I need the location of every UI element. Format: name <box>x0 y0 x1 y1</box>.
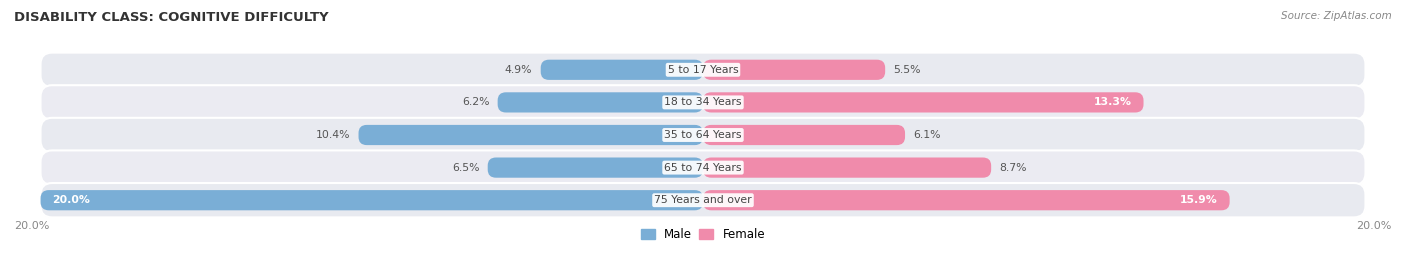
Text: 10.4%: 10.4% <box>316 130 350 140</box>
Text: 6.1%: 6.1% <box>914 130 941 140</box>
Text: 35 to 64 Years: 35 to 64 Years <box>664 130 742 140</box>
FancyBboxPatch shape <box>703 157 991 178</box>
FancyBboxPatch shape <box>41 53 1365 87</box>
Text: 5.5%: 5.5% <box>893 65 921 75</box>
Text: 8.7%: 8.7% <box>1000 163 1026 173</box>
FancyBboxPatch shape <box>41 183 1365 217</box>
Text: 20.0%: 20.0% <box>1357 221 1392 231</box>
FancyBboxPatch shape <box>41 118 1365 152</box>
Text: 75 Years and over: 75 Years and over <box>654 195 752 205</box>
Text: 13.3%: 13.3% <box>1094 97 1132 107</box>
FancyBboxPatch shape <box>359 125 703 145</box>
FancyBboxPatch shape <box>703 125 905 145</box>
Text: 18 to 34 Years: 18 to 34 Years <box>664 97 742 107</box>
Text: 6.5%: 6.5% <box>451 163 479 173</box>
FancyBboxPatch shape <box>703 190 1230 210</box>
FancyBboxPatch shape <box>41 190 703 210</box>
Legend: Male, Female: Male, Female <box>641 228 765 241</box>
FancyBboxPatch shape <box>498 92 703 113</box>
FancyBboxPatch shape <box>703 60 886 80</box>
Text: 20.0%: 20.0% <box>52 195 90 205</box>
Text: 15.9%: 15.9% <box>1180 195 1218 205</box>
Text: DISABILITY CLASS: COGNITIVE DIFFICULTY: DISABILITY CLASS: COGNITIVE DIFFICULTY <box>14 11 329 24</box>
FancyBboxPatch shape <box>41 150 1365 185</box>
Text: 4.9%: 4.9% <box>505 65 533 75</box>
FancyBboxPatch shape <box>488 157 703 178</box>
FancyBboxPatch shape <box>41 85 1365 120</box>
Text: 20.0%: 20.0% <box>14 221 49 231</box>
Text: 5 to 17 Years: 5 to 17 Years <box>668 65 738 75</box>
Text: 65 to 74 Years: 65 to 74 Years <box>664 163 742 173</box>
Text: 6.2%: 6.2% <box>461 97 489 107</box>
FancyBboxPatch shape <box>703 92 1143 113</box>
Text: Source: ZipAtlas.com: Source: ZipAtlas.com <box>1281 11 1392 21</box>
FancyBboxPatch shape <box>541 60 703 80</box>
